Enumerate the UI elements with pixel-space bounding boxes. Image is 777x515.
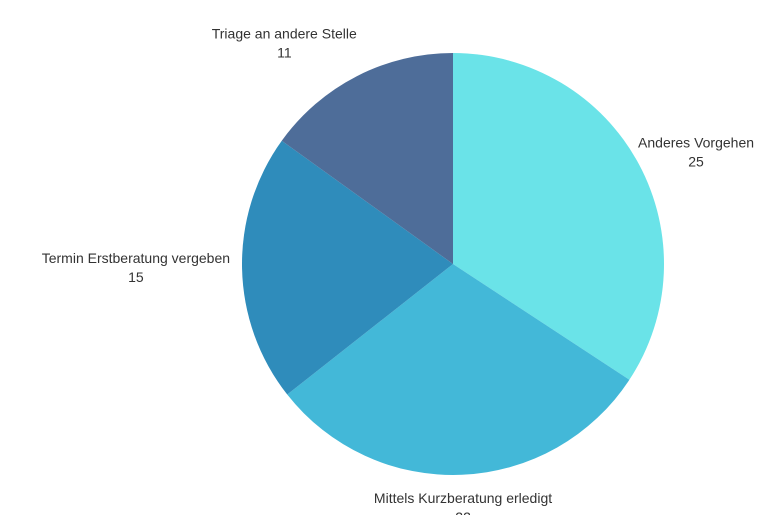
pie-slice [453,53,664,380]
slice-label: Mittels Kurzberatung erledigt [374,490,552,506]
pie-slice [242,140,453,395]
slice-label: Termin Erstberatung vergeben [42,250,230,266]
slice-label: Triage an andere Stelle [212,26,357,42]
slice-label: Anderes Vorgehen [638,134,754,150]
slice-value: 25 [688,153,704,169]
slice-value: 22 [455,509,471,515]
slice-value: 11 [277,45,292,61]
pie-slice [287,264,630,475]
slice-value: 15 [128,269,144,285]
pie-slice [281,53,453,264]
